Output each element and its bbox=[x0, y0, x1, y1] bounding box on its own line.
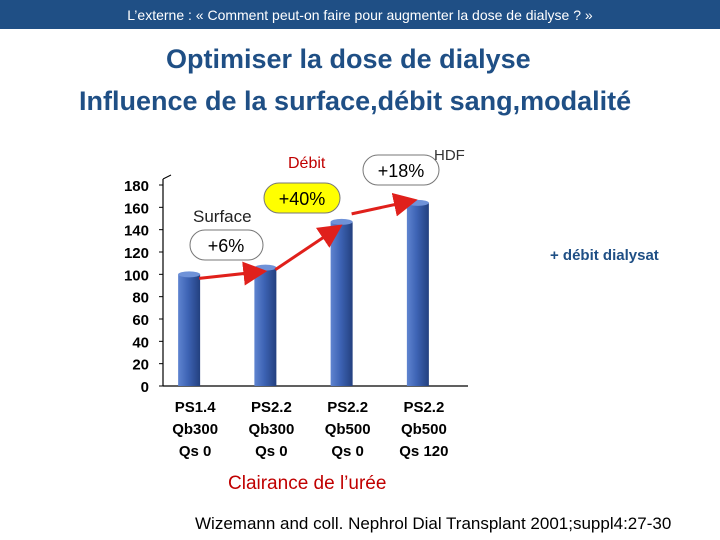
x-tick-label: Qs 0 bbox=[179, 443, 212, 460]
bar bbox=[406, 202, 429, 386]
dialysat-note: + débit dialysat bbox=[550, 247, 659, 264]
bar bbox=[254, 267, 277, 386]
header-bar: L’externe : « Comment peut-on faire pour… bbox=[0, 0, 720, 29]
x-tick-label: Qb500 bbox=[401, 421, 447, 438]
y-tick-label: 160 bbox=[124, 200, 149, 217]
x-tick-label: Qs 0 bbox=[331, 443, 364, 460]
x-tick-label: PS2.2 bbox=[327, 399, 368, 416]
hdf-label: HDF bbox=[434, 147, 465, 164]
hdf-arrow bbox=[351, 192, 418, 217]
bar-top bbox=[330, 218, 353, 225]
y-tick-label: 20 bbox=[132, 357, 149, 374]
debit-label: Débit bbox=[288, 155, 326, 172]
surface-arrow bbox=[198, 261, 268, 286]
y-tick-label: 180 bbox=[124, 178, 149, 195]
y-tick-label: 80 bbox=[132, 290, 149, 307]
y-tick-label: 40 bbox=[132, 334, 149, 351]
bar bbox=[330, 221, 353, 386]
y-tick-label: 120 bbox=[124, 245, 149, 262]
hdf-change-text: +18% bbox=[378, 161, 425, 181]
y-tick-label: 100 bbox=[124, 267, 149, 284]
x-tick-label: Qb300 bbox=[248, 421, 294, 438]
y-tick-label: 0 bbox=[141, 379, 149, 396]
y-tick-label: 140 bbox=[124, 223, 149, 240]
slide-title-line2: Influence de la surface,débit sang,modal… bbox=[79, 86, 632, 116]
bar-top bbox=[254, 264, 277, 271]
citation: Wizemann and coll. Nephrol Dial Transpla… bbox=[195, 514, 672, 533]
x-tick-label: Qs 120 bbox=[399, 443, 448, 460]
surface-change-text: +6% bbox=[208, 236, 245, 256]
hdf-change-bubble bbox=[362, 154, 440, 186]
debit-change-bubble bbox=[263, 182, 341, 214]
debit-change-text: +40% bbox=[279, 189, 326, 209]
header-text: L’externe : « Comment peut-on faire pour… bbox=[127, 6, 593, 23]
axis-top-corner bbox=[162, 174, 172, 180]
x-axis-title: Clairance de l’urée bbox=[228, 473, 387, 494]
debit-arrow bbox=[274, 224, 343, 271]
x-tick-label: PS2.2 bbox=[251, 399, 292, 416]
x-tick-label: Qs 0 bbox=[255, 443, 288, 460]
x-tick-label: Qb300 bbox=[172, 421, 218, 438]
surface-label: Surface bbox=[193, 207, 252, 226]
bar-top bbox=[178, 271, 201, 278]
surface-change-bubble bbox=[189, 229, 264, 261]
bar bbox=[178, 274, 201, 386]
x-tick-label: PS1.4 bbox=[175, 399, 217, 416]
y-tick-label: 60 bbox=[132, 312, 149, 329]
x-tick-label: Qb500 bbox=[325, 421, 371, 438]
slide-title-line1: Optimiser la dose de dialyse bbox=[166, 44, 531, 74]
x-tick-label: PS2.2 bbox=[403, 399, 444, 416]
